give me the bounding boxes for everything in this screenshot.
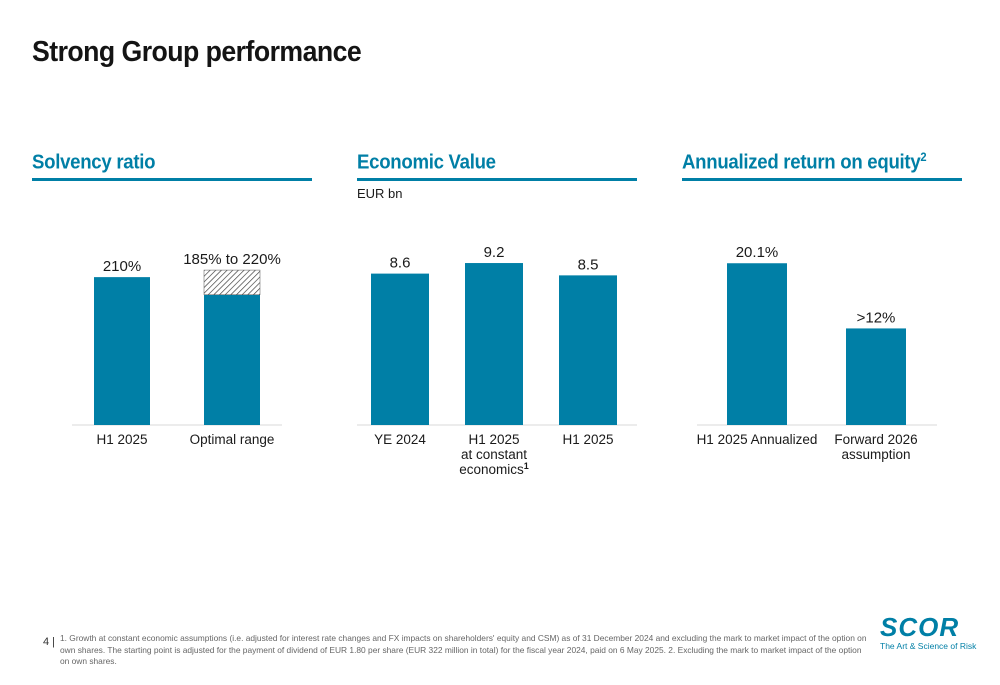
category-label: H1 2025: [96, 432, 147, 447]
data-label: 9.2: [484, 244, 505, 261]
category-label: H1 2025 Annualized: [697, 432, 818, 447]
footnote: 1. Growth at constant economic assumptio…: [60, 633, 867, 667]
category-label: assumption: [841, 447, 910, 462]
data-label: 210%: [103, 258, 141, 275]
page-title: Strong Group performance: [32, 36, 362, 68]
panel-title: Annualized return on equity2: [682, 150, 927, 174]
scor-logo: SCOR The Art & Science of Risk: [880, 612, 976, 652]
data-label: 20.1%: [736, 244, 779, 261]
solvency-ratio-panel: Solvency ratio 210% H1 2025 185% to 220% Op…: [32, 148, 312, 488]
page-number: 4 |: [43, 636, 56, 648]
category-label: H1 2025: [562, 432, 613, 447]
return-on-equity-chart: 20.1% H1 2025 Annualized >12% Forward 2026a…: [697, 244, 937, 462]
logo-tagline: The Art & Science of Risk: [880, 641, 977, 651]
range-hatch-bar: [203, 269, 261, 295]
logo-wordmark: SCOR: [880, 612, 960, 642]
bar: [204, 294, 260, 425]
category-label: at constant: [461, 447, 527, 462]
category-label: economics1: [459, 461, 529, 477]
panel-title: Economic Value: [357, 151, 496, 174]
category-label: H1 2025: [468, 432, 519, 447]
panel-title: Solvency ratio: [32, 151, 156, 174]
bar: [94, 277, 150, 425]
return-on-equity-panel: Annualized return on equity2 20.1% H1 202…: [682, 148, 962, 488]
bar: [846, 328, 906, 425]
solvency-ratio-chart: 210% H1 2025 185% to 220% Optimal range: [72, 251, 282, 447]
data-label: 8.5: [578, 256, 599, 273]
category-label: Forward 2026: [834, 432, 917, 447]
data-label: 8.6: [390, 255, 411, 272]
panel-header: Annualized return on equity2: [682, 148, 962, 181]
category-label: YE 2024: [374, 432, 426, 447]
panel-subtitle: EUR bn: [357, 186, 403, 201]
category-label: Optimal range: [190, 432, 275, 447]
data-label: >12%: [857, 309, 896, 326]
panel-header: Economic Value: [357, 148, 637, 181]
data-label: 185% to 220%: [183, 251, 281, 268]
economic-value-panel: Economic Value EUR bn 8.6 YE 2024 9.2 H1 20…: [357, 148, 637, 488]
bar: [559, 275, 617, 425]
bar: [465, 263, 523, 425]
panel-header: Solvency ratio: [32, 148, 312, 181]
bar: [727, 263, 787, 425]
bar: [371, 273, 429, 425]
